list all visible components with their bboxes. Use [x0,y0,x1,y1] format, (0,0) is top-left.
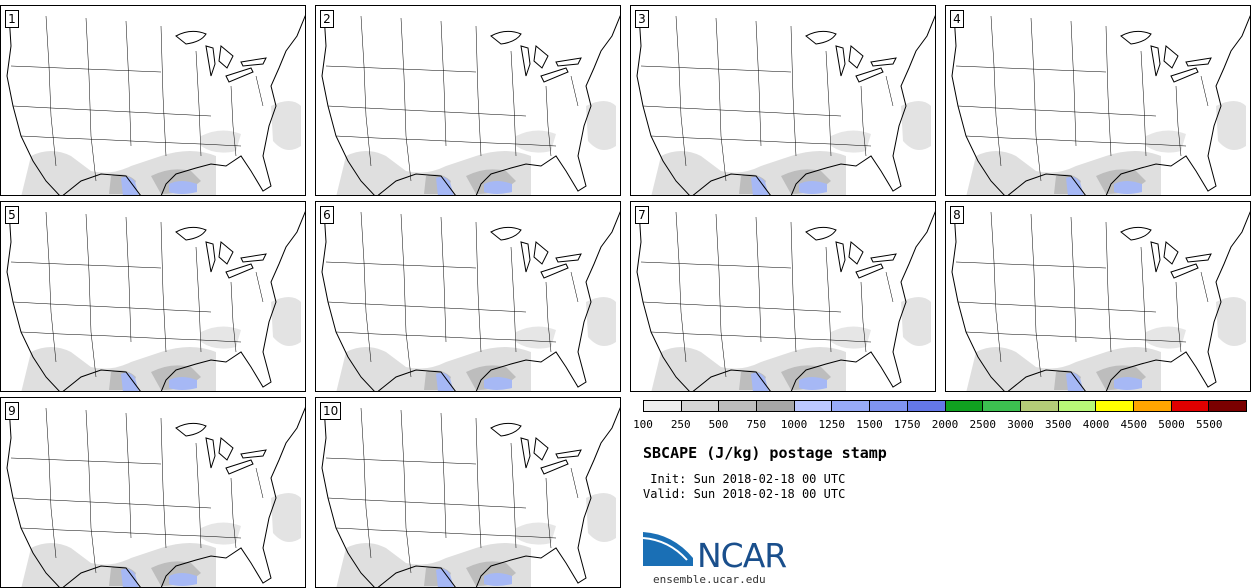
map-panel-1: 1 [0,5,306,196]
color-scale-tick-label: 3000 [1007,418,1034,431]
color-swatch [719,401,758,411]
color-swatch [1171,401,1210,411]
color-scale-tick-label: 5000 [1158,418,1185,431]
map-panel-7: 7 [630,201,936,392]
color-scale-tick-label: 1750 [894,418,921,431]
panel-number-label: 9 [5,402,19,420]
map-svg [951,209,1250,391]
map-panel-5: 5 [0,201,306,392]
color-swatch [1209,401,1246,411]
panel-number-label: 4 [950,10,964,28]
valid-time: Valid: Sun 2018-02-18 00 UTC [643,487,846,501]
map-panel-8: 8 [945,201,1251,392]
map-svg [636,209,935,391]
color-swatch [1020,401,1059,411]
map-panel-6: 6 [315,201,621,392]
map-panel-4: 4 [945,5,1251,196]
map-svg [321,209,620,391]
panel-number-label: 10 [320,402,342,420]
color-swatch [757,401,795,411]
color-swatch [907,401,946,411]
color-scale-tick-label: 2500 [969,418,997,431]
color-scale-tick-label: 5500 [1196,418,1223,431]
map-svg [6,13,305,195]
color-swatch [1096,401,1134,411]
color-scale-ticks: 100 250 500 750 1000 1250 1500 1750 2000 2500 3000… [632,418,1260,432]
color-swatch [870,401,908,411]
ensemble-url: ensemble.ucar.edu [653,573,766,586]
map-svg [321,13,620,195]
color-scale-tick-label: 3500 [1045,418,1072,431]
color-scale-tick-label: 1500 [856,418,883,431]
color-swatch [832,401,871,411]
color-swatch [983,401,1021,411]
color-scale-tick-label: 2000 [931,418,959,431]
map-panel-3: 3 [630,5,936,196]
ncar-logo-text: NCAR [697,536,787,575]
color-scale-tick-label: 100 [633,418,653,431]
map-svg [321,405,620,587]
init-time: Init: Sun 2018-02-18 00 UTC [643,472,846,486]
panel-number-label: 5 [5,206,19,224]
color-swatch [1133,401,1172,411]
panel-number-label: 3 [635,10,649,28]
color-scale-tick-label: 500 [708,418,729,431]
map-svg [951,13,1250,195]
map-svg [6,209,305,391]
panel-number-label: 2 [320,10,334,28]
panel-number-label: 7 [635,206,649,224]
color-swatch [644,401,682,411]
color-scale-tick-label: 4000 [1082,418,1110,431]
map-panel-2: 2 [315,5,621,196]
ncar-logo-icon [643,532,693,566]
panel-number-label: 8 [950,206,964,224]
color-scale-bar [643,400,1247,412]
color-swatch [681,401,720,411]
map-svg [6,405,305,587]
color-scale-tick-label: 1250 [818,418,846,431]
color-swatch [945,401,984,411]
color-swatch [1058,401,1097,411]
color-scale-tick-label: 250 [670,418,691,431]
color-scale-tick-label: 4500 [1120,418,1148,431]
panel-number-label: 1 [5,10,19,28]
map-panel-9: 9 [0,397,306,588]
color-scale-tick-label: 750 [746,418,767,431]
panel-number-label: 6 [320,206,334,224]
map-svg [636,13,935,195]
page-title: SBCAPE (J/kg) postage stamp [643,444,887,462]
color-scale-tick-label: 1000 [780,418,808,431]
color-swatch [794,401,833,411]
map-panel-10: 10 [315,397,621,588]
